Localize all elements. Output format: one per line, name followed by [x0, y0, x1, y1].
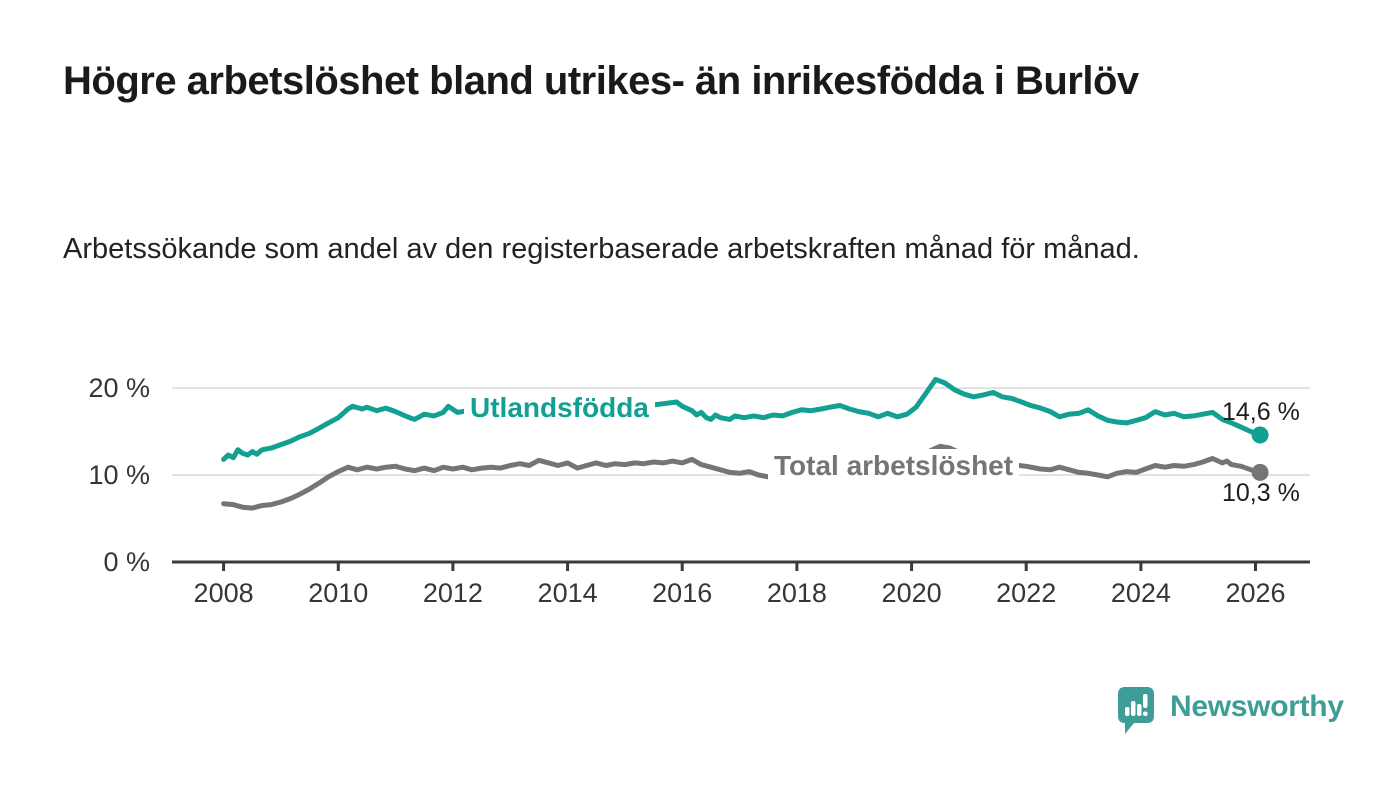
- end-value-label-total-arbetsloshet: 10,3 %: [1222, 479, 1300, 507]
- series-label-utlandsfodda: Utlandsfödda: [464, 391, 655, 425]
- x-tick-label: 2022: [996, 578, 1056, 608]
- x-tick-label: 2008: [194, 578, 254, 608]
- series-lines: [221, 376, 1269, 511]
- y-tick-label: 20 %: [88, 373, 150, 403]
- newsworthy-logo-icon: [1118, 687, 1154, 734]
- x-tick-label: 2026: [1225, 578, 1285, 608]
- x-tick-label: 2014: [538, 578, 598, 608]
- x-tick-label: 2016: [652, 578, 712, 608]
- series-line: [221, 376, 1263, 462]
- x-tick-label: 2012: [423, 578, 483, 608]
- series-end-dot: [1251, 426, 1269, 444]
- x-tick-label: 2020: [882, 578, 942, 608]
- y-tick-label: 10 %: [88, 460, 150, 490]
- page-title: Högre arbetslöshet bland utrikes- än inr…: [63, 59, 1139, 103]
- series-label-total-arbetsloshet: Total arbetslöshet: [768, 449, 1020, 483]
- gridlines: [172, 387, 1310, 476]
- y-axis: 0 % 10 % 20 %: [88, 373, 150, 577]
- y-tick-label: 0 %: [103, 547, 150, 577]
- x-tick-label: 2010: [308, 578, 368, 608]
- x-tick-label: 2018: [767, 578, 827, 608]
- x-axis: 2008 2010 2012 2014 2016 2018 2020 2022 2024 2026: [172, 560, 1310, 608]
- newsworthy-logo: Newsworthy: [1117, 687, 1344, 736]
- series-line: [221, 443, 1263, 511]
- newsworthy-wordmark: Newsworthy: [1170, 690, 1344, 723]
- end-value-label-utlandsfodda: 14,6 %: [1222, 398, 1300, 426]
- series-end-dot: [1251, 463, 1269, 481]
- x-tick-label: 2024: [1111, 578, 1171, 608]
- page-subtitle: Arbetssökande som andel av den registerb…: [63, 233, 1140, 265]
